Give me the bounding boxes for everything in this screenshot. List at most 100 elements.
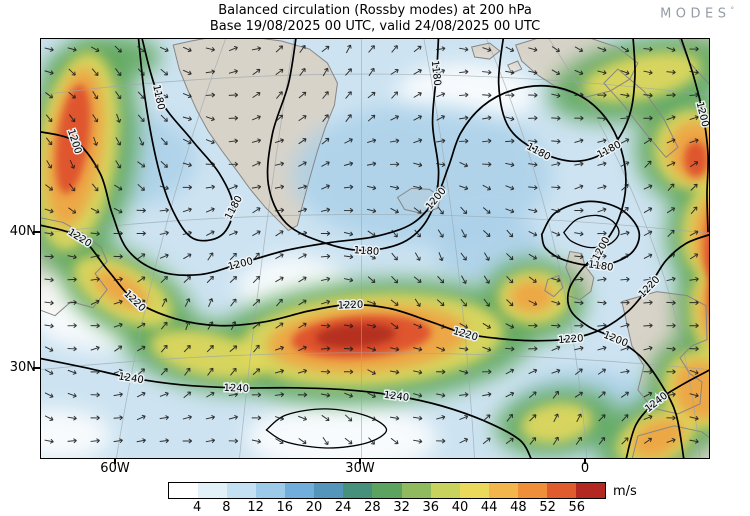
wind-arrow xyxy=(321,414,330,422)
wind-arrow xyxy=(297,368,308,374)
wind-arrow xyxy=(228,184,238,190)
wind-arrow xyxy=(251,415,262,421)
wind-arrow xyxy=(159,391,169,397)
wind-arrow xyxy=(689,392,699,398)
wind-arrow xyxy=(275,438,284,445)
wind-arrow xyxy=(459,46,469,52)
wind-arrow xyxy=(44,346,54,352)
colorbar-segment xyxy=(459,483,489,498)
wind-arrow xyxy=(367,253,376,260)
wind-arrow xyxy=(620,300,630,306)
wind-arrow xyxy=(136,438,146,444)
wind-arrow xyxy=(597,138,607,144)
wind-arrow xyxy=(528,162,538,168)
height-contour xyxy=(41,84,685,458)
wind-arrow xyxy=(390,207,399,214)
lon-tick-label: 0 xyxy=(580,461,590,476)
wind-arrow xyxy=(230,367,237,376)
colorbar-segment xyxy=(401,483,431,498)
wind-arrow xyxy=(413,115,422,121)
wind-arrow xyxy=(529,437,537,445)
wind-arrow xyxy=(689,69,699,75)
wind-arrow xyxy=(666,92,676,98)
wind-arrow xyxy=(459,161,469,168)
wind-arrow xyxy=(68,91,76,99)
wind-arrow xyxy=(689,369,699,375)
wind-arrow xyxy=(228,92,239,98)
wind-arrow xyxy=(206,345,214,353)
wind-arrow xyxy=(506,275,514,284)
colorbar-tick-label: 48 xyxy=(510,500,527,515)
wind-arrow xyxy=(436,162,446,168)
wind-arrow xyxy=(528,253,538,260)
wind-arrow xyxy=(91,160,99,169)
wind-arrow xyxy=(367,392,376,398)
wind-arrow xyxy=(298,138,307,145)
wind-arrow xyxy=(367,114,376,122)
height-contours xyxy=(41,39,709,458)
wind-arrow xyxy=(297,230,308,236)
wind-arrow xyxy=(90,392,100,398)
wind-arrow xyxy=(343,207,354,213)
wind-arrow xyxy=(137,368,146,376)
wind-arrow xyxy=(552,390,559,399)
wind-arrow xyxy=(505,346,515,352)
colorbar xyxy=(168,482,606,499)
graticule-line xyxy=(423,39,475,458)
wind-arrow xyxy=(115,68,122,77)
wind-arrow xyxy=(390,322,399,329)
wind-arrow xyxy=(115,160,122,169)
colorbar-tick-label: 12 xyxy=(247,500,264,515)
wind-arrow xyxy=(620,322,630,328)
wind-arrow xyxy=(689,415,699,421)
wind-arrow xyxy=(93,136,99,146)
wind-arrow xyxy=(115,91,122,100)
height-contour xyxy=(41,224,709,342)
wind-arrow xyxy=(345,68,352,76)
wind-arrow xyxy=(367,346,377,352)
wind-arrow xyxy=(528,92,538,98)
wind-arrow xyxy=(460,206,468,215)
wind-arrow xyxy=(667,183,675,192)
wind-arrow xyxy=(299,44,306,53)
axis-tick xyxy=(584,458,586,464)
wind-arrow xyxy=(343,369,354,375)
wind-arrow xyxy=(90,299,100,305)
wind-arrow xyxy=(44,277,54,283)
contour-label: 1180 xyxy=(427,58,444,87)
wind-arrow xyxy=(90,323,100,329)
wind-arrow xyxy=(228,69,238,74)
wind-arrow xyxy=(528,346,538,352)
svg-text:1180: 1180 xyxy=(587,259,614,273)
wind-arrow xyxy=(136,414,146,421)
wind-arrow xyxy=(436,115,446,121)
wind-arrow xyxy=(459,69,469,75)
wind-arrow xyxy=(528,323,538,329)
wind-arrow xyxy=(160,321,168,330)
wind-arrow xyxy=(205,161,216,167)
wind-arrow xyxy=(321,137,330,145)
contour-label: 1240 xyxy=(382,388,412,405)
wind-arrow xyxy=(666,369,676,375)
wind-arrow xyxy=(44,392,54,398)
wind-arrow xyxy=(506,229,514,238)
wind-arrow xyxy=(297,184,308,190)
wind-arrow xyxy=(551,368,561,374)
wind-arrow xyxy=(44,70,54,76)
wind-arrow xyxy=(343,184,354,190)
wind-arrow xyxy=(137,46,146,53)
wind-arrow xyxy=(67,415,77,421)
wind-arrow xyxy=(90,276,100,282)
wind-arrow xyxy=(137,68,145,76)
wind-arrow xyxy=(229,345,238,352)
wind-arrow xyxy=(205,92,216,98)
height-contour xyxy=(137,39,235,242)
wind-arrow xyxy=(228,392,239,398)
wind-arrow xyxy=(298,437,307,445)
wind-arrow xyxy=(368,45,375,53)
wind-arrow xyxy=(483,252,490,261)
wind-arrow xyxy=(620,46,630,53)
wind-arrow xyxy=(45,137,53,146)
wind-arrow xyxy=(344,138,353,144)
wind-arrow xyxy=(690,206,698,215)
